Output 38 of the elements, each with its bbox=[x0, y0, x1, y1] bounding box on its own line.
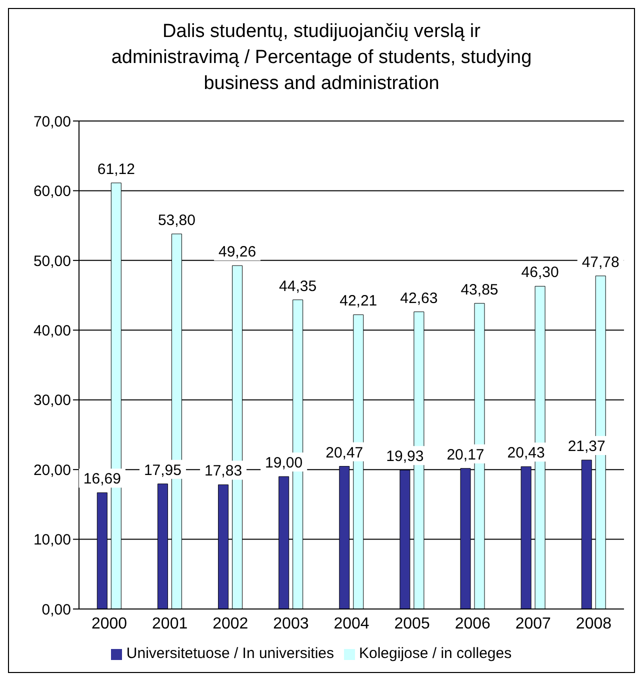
y-tick-label: 60,00 bbox=[33, 183, 71, 200]
data-label: 19,93 bbox=[386, 448, 424, 466]
data-label: 21,37 bbox=[568, 438, 606, 456]
y-tick-label: 0,00 bbox=[42, 601, 71, 618]
data-label: 42,21 bbox=[340, 292, 378, 310]
data-label: 53,80 bbox=[158, 212, 196, 229]
data-label: 42,63 bbox=[400, 290, 438, 307]
data-label: 20,47 bbox=[326, 444, 364, 462]
x-tick-label: 2008 bbox=[576, 615, 612, 632]
x-tick-label: 2005 bbox=[394, 615, 430, 632]
y-tick-label: 40,00 bbox=[33, 322, 71, 340]
x-tick-label: 2000 bbox=[91, 615, 128, 632]
data-label: 43,85 bbox=[460, 281, 498, 298]
x-tick-label: 2002 bbox=[212, 615, 248, 632]
data-label: 49,26 bbox=[218, 244, 256, 261]
data-label: 17,95 bbox=[144, 462, 182, 479]
chart-title: Dalis studentų, studijuojančių verslą ir administravimą / Percentage of students, studying business and administration bbox=[110, 20, 533, 96]
y-tick-label: 30,00 bbox=[33, 392, 71, 410]
data-label: 44,35 bbox=[279, 278, 317, 295]
x-tick-label: 2004 bbox=[334, 615, 370, 632]
x-tick-label: 2007 bbox=[515, 615, 552, 632]
data-label: 20,17 bbox=[446, 446, 484, 464]
y-tick-label: 20,00 bbox=[33, 462, 71, 479]
x-tick-label: 2006 bbox=[454, 615, 491, 632]
x-tick-label: 2003 bbox=[273, 615, 309, 632]
data-label: 20,43 bbox=[507, 444, 545, 462]
data-label: 17,83 bbox=[204, 462, 242, 480]
data-label: 61,12 bbox=[97, 160, 135, 178]
legend-label: Universitetuose / In universities bbox=[126, 645, 334, 662]
data-label: 46,30 bbox=[521, 264, 559, 282]
y-tick-label: 50,00 bbox=[33, 252, 71, 270]
y-tick-label: 10,00 bbox=[33, 532, 71, 549]
legend-label: Kolegijose / in colleges bbox=[359, 645, 512, 662]
data-label: 16,69 bbox=[83, 470, 121, 488]
data-label: 19,00 bbox=[265, 454, 303, 472]
data-label: 47,78 bbox=[582, 254, 620, 271]
y-tick-label: 70,00 bbox=[33, 113, 71, 130]
x-tick-label: 2001 bbox=[152, 615, 188, 632]
